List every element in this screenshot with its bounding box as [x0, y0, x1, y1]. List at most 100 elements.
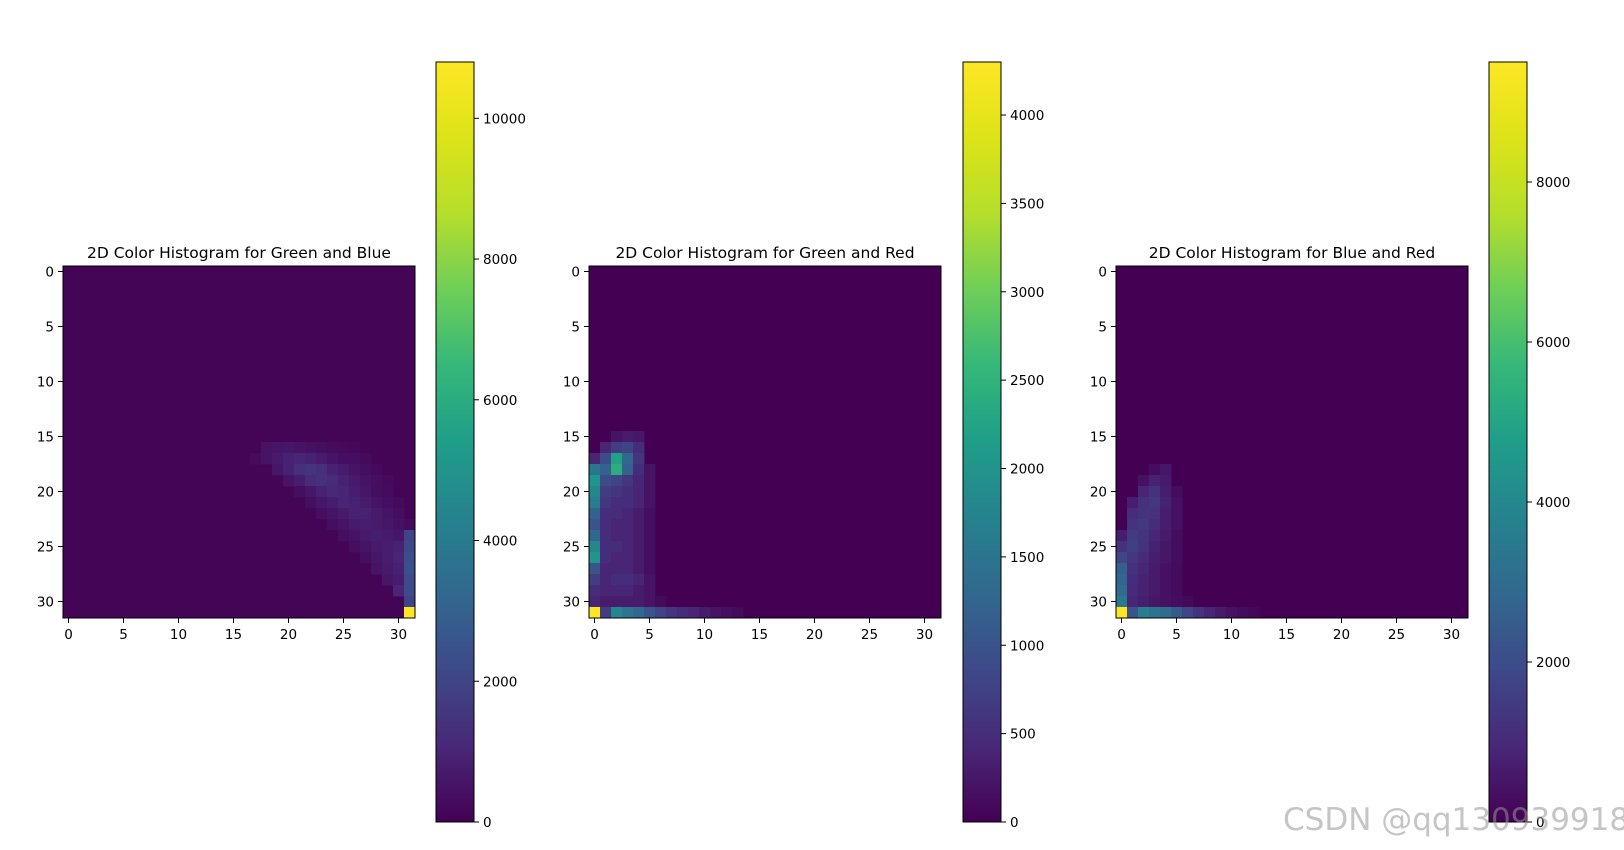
- heatmap-cell: [338, 453, 350, 465]
- heatmap-cell: [699, 607, 711, 619]
- heatmap-panel-blue-red: 2D Color Histogram for Blue and Red 0 5 10…: [1090, 61, 1570, 831]
- heatmap-cell: [371, 475, 383, 487]
- heatmap-cell: [1138, 475, 1150, 487]
- colorbar-tick-label: 0: [483, 815, 492, 831]
- heatmap-cell: [611, 508, 623, 520]
- heatmap-cell: [393, 541, 405, 553]
- heatmap-cell: [611, 552, 623, 564]
- heatmap-cell: [360, 530, 372, 542]
- heatmap-cell: [338, 486, 350, 498]
- heatmap-cell: [1116, 541, 1128, 553]
- colorbar-tick-label: 2500: [1010, 373, 1044, 389]
- heatmap-cell: [622, 574, 634, 586]
- heatmap-cell: [644, 486, 656, 498]
- y-tick-label: 25: [563, 540, 580, 556]
- colorbar-tick-label: 6000: [483, 393, 517, 409]
- heatmap-cell: [611, 431, 623, 443]
- heatmap-cell: [1226, 607, 1238, 619]
- heatmap-cell: [1171, 574, 1183, 586]
- heatmap-cell: [600, 508, 612, 520]
- x-tick-label: 0: [590, 627, 599, 643]
- heatmap-cell: [1160, 541, 1172, 553]
- heatmap-cell: [305, 497, 317, 509]
- heatmap-cell: [1204, 607, 1216, 619]
- heatmap-cells: [1116, 266, 1468, 619]
- heatmap-cell: [1171, 486, 1183, 498]
- x-tick-label: 25: [335, 627, 352, 643]
- heatmap-cell: [1116, 552, 1128, 564]
- heatmap-cell: [349, 486, 361, 498]
- heatmap-cell: [1138, 552, 1150, 564]
- heatmap-cell: [589, 574, 601, 586]
- y-tick-label: 0: [1098, 265, 1107, 281]
- y-tick-label: 15: [563, 430, 580, 446]
- heatmap-cell: [1127, 563, 1139, 575]
- heatmap-cell: [611, 574, 623, 586]
- heatmap-cell: [600, 475, 612, 487]
- colorbar-tick-label: 10000: [483, 111, 526, 127]
- heatmap-cell: [589, 596, 601, 608]
- heatmap-cell: [1127, 585, 1139, 597]
- heatmap-cell: [404, 596, 416, 608]
- heatmap-cell: [633, 508, 645, 520]
- heatmap-cell: [349, 541, 361, 553]
- heatmap-cell: [611, 585, 623, 597]
- heatmap-cell: [633, 464, 645, 476]
- heatmap-cell: [644, 585, 656, 597]
- heatmap-cell: [371, 464, 383, 476]
- heatmap-cell: [1248, 607, 1260, 619]
- heatmap-cell: [272, 453, 284, 465]
- axes-frame: [588, 265, 942, 619]
- y-tick-label: 25: [1090, 540, 1107, 556]
- y-axis-ticks: 0 5 10 15 20 25 30: [37, 265, 63, 611]
- colorbar: 0 2000 4000 6000 8000 10000: [435, 61, 526, 831]
- colorbar-tick-label: 4000: [1536, 495, 1570, 511]
- panel-title: 2D Color Histogram for Blue and Red: [1149, 244, 1435, 262]
- heatmap-cell: [1215, 607, 1227, 619]
- heatmap-cell: [1171, 497, 1183, 509]
- heatmap-cell: [644, 464, 656, 476]
- heatmap-cell: [305, 453, 317, 465]
- heatmap-cell: [1160, 563, 1172, 575]
- heatmap-cell: [327, 464, 339, 476]
- heatmap-cell: [316, 442, 328, 454]
- heatmap-cell: [589, 497, 601, 509]
- heatmap-cell: [622, 464, 634, 476]
- heatmap-cell: [1127, 530, 1139, 542]
- colorbar-tick-label: 2000: [483, 674, 517, 690]
- heatmap-cell: [600, 563, 612, 575]
- heatmap-cell: [622, 508, 634, 520]
- heatmap-cell: [589, 585, 601, 597]
- heatmap-cell: [600, 530, 612, 542]
- heatmap-cell: [1171, 607, 1183, 619]
- colorbar-tick-label: 0: [1536, 815, 1545, 831]
- heatmap-cell: [644, 519, 656, 531]
- y-tick-label: 15: [1090, 430, 1107, 446]
- colorbar-tick-label: 8000: [1536, 175, 1570, 191]
- y-tick-label: 5: [1098, 320, 1107, 336]
- heatmap-cell: [600, 486, 612, 498]
- heatmap-cell: [611, 497, 623, 509]
- heatmap-cell: [371, 508, 383, 520]
- heatmap-cell: [633, 519, 645, 531]
- x-tick-label: 25: [861, 627, 878, 643]
- heatmap-cell: [1138, 519, 1150, 531]
- heatmap-cell: [1171, 530, 1183, 542]
- heatmap-cell: [294, 464, 306, 476]
- heatmap-cell: [633, 563, 645, 575]
- x-tick-label: 0: [1117, 627, 1126, 643]
- axes-frame: [62, 265, 416, 619]
- heatmap-cell: [360, 541, 372, 553]
- x-axis-ticks: 0 5 10 15 20 25 30: [64, 618, 407, 643]
- x-tick-label: 30: [390, 627, 407, 643]
- heatmap-cell: [1149, 585, 1161, 597]
- heatmap-cell: [622, 563, 634, 575]
- heatmap-cell: [305, 464, 317, 476]
- colorbar-ticks: 0 2000 4000 6000 8000 10000: [474, 111, 526, 831]
- heatmap-cell: [371, 552, 383, 564]
- heatmap-cell: [633, 453, 645, 465]
- heatmap-cell: [611, 596, 623, 608]
- heatmap-cell: [589, 453, 601, 465]
- heatmap-cell: [644, 596, 656, 608]
- x-tick-label: 10: [1223, 627, 1240, 643]
